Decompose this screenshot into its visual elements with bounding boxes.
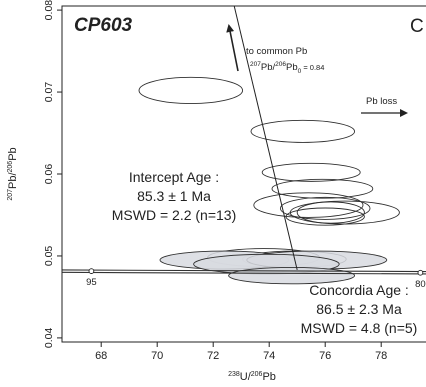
error-ellipse	[296, 201, 365, 224]
common-pb-ratio-label: 207Pb/206Pb0 = 0.84	[250, 61, 324, 75]
intercept-age-title: Intercept Age :	[129, 169, 219, 185]
error-ellipse	[271, 178, 374, 199]
error-ellipse	[261, 162, 361, 182]
y-tick-label: 0.07	[43, 82, 55, 103]
concordia-mswd: MSWD = 4.8 (n=5)	[301, 320, 418, 336]
discordia-line	[233, 6, 298, 270]
panel-corner-label: C	[410, 16, 424, 37]
x-axis-label: 238U/206Pb	[228, 371, 276, 383]
error-ellipse	[285, 207, 365, 226]
concordia-curve	[62, 271, 426, 275]
intercept-mswd: MSWD = 2.2 (n=13)	[112, 207, 237, 223]
error-ellipse	[138, 76, 244, 104]
plot-area: 95 80	[62, 6, 426, 290]
x-tick-label: 76	[319, 350, 331, 362]
filled-ellipse-group	[159, 250, 388, 285]
error-ellipse	[253, 192, 364, 218]
concordia-age-marker	[417, 269, 424, 276]
intercept-age-value: 85.3 ± 1 Ma	[137, 188, 211, 204]
y-tick-label: 0.04	[43, 328, 55, 349]
concordia-age-title: Concordia Age :	[309, 282, 409, 298]
concordia-age-value: 86.5 ± 2.3 Ma	[316, 301, 402, 317]
x-tick-label: 70	[151, 350, 163, 362]
error-ellipse	[250, 119, 356, 143]
error-ellipse	[289, 200, 400, 225]
y-axis-ticks: 0.04 0.05 0.06 0.07 0.08	[43, 0, 62, 348]
common-pb-arrow	[226, 24, 239, 72]
x-tick-label: 78	[375, 350, 387, 362]
concordia-curve-group: 95 80	[62, 268, 426, 290]
x-axis-ticks: 68 70 72 74 76 78	[95, 342, 387, 362]
pb-loss-label: Pb loss	[366, 96, 397, 107]
x-tick-label: 72	[207, 350, 219, 362]
error-ellipse	[279, 196, 371, 220]
concordia-age-label: 80	[415, 279, 426, 290]
concordia-age-marker	[88, 268, 95, 274]
y-tick-label: 0.08	[43, 0, 55, 20]
concordia-age-label: 95	[86, 277, 97, 288]
y-tick-label: 0.06	[43, 164, 55, 185]
y-tick-label: 0.05	[43, 246, 55, 267]
y-axis-label: 207Pb/206Pb	[7, 147, 19, 200]
x-tick-label: 68	[95, 350, 107, 362]
x-tick-label: 74	[263, 350, 275, 362]
sample-label: CP603	[74, 15, 133, 36]
concordia-curve	[62, 269, 426, 273]
common-pb-label: to common Pb	[246, 46, 307, 57]
